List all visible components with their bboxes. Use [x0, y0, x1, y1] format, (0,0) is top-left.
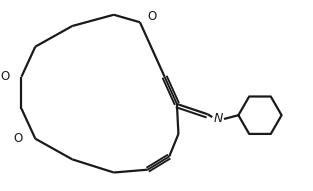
Text: N: N [214, 112, 223, 125]
Text: O: O [148, 10, 157, 23]
Text: O: O [0, 70, 9, 83]
Text: O: O [14, 132, 23, 145]
